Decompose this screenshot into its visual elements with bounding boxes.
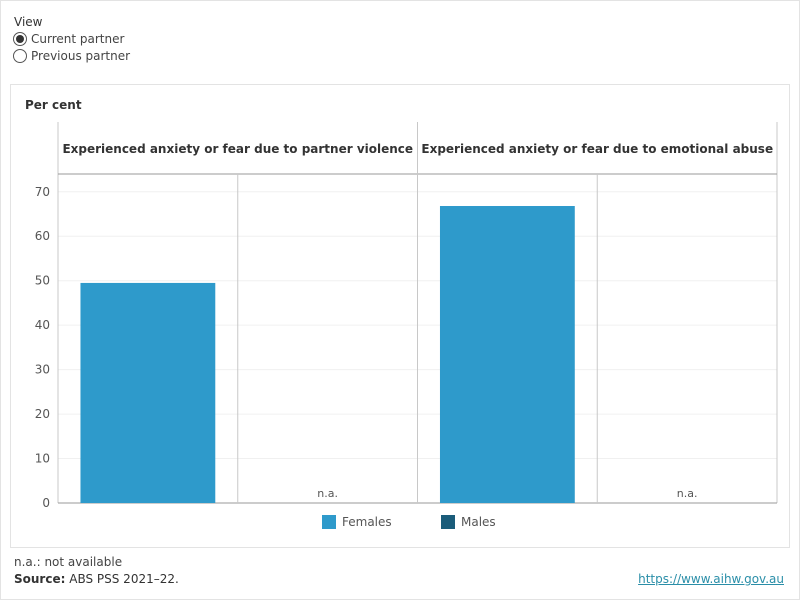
y-tick-label: 0 (42, 496, 50, 510)
radio-previous-partner[interactable]: Previous partner (13, 49, 130, 63)
panel-title: Experienced anxiety or fear due to partn… (62, 142, 413, 156)
legend-item-males[interactable]: Males (441, 515, 496, 529)
chart-container (10, 84, 790, 548)
radio-current-partner[interactable]: Current partner (13, 32, 124, 46)
legend-item-females[interactable]: Females (322, 515, 392, 529)
radio-selected-icon (13, 32, 27, 46)
y-tick-label: 50 (35, 274, 50, 288)
y-tick-label: 10 (35, 452, 50, 466)
legend-swatch-males (441, 515, 455, 529)
source-label: Source: (14, 572, 66, 586)
bar-females (439, 206, 575, 503)
legend-label-males: Males (461, 515, 496, 529)
na-label: n.a. (317, 487, 338, 500)
footnote: n.a.: not available (14, 555, 123, 569)
y-tick-label: 70 (35, 185, 50, 199)
y-tick-label: 20 (35, 407, 50, 421)
panel-title: Experienced anxiety or fear due to emoti… (421, 142, 773, 156)
radio-unselected-icon (13, 49, 27, 63)
y-axis-label: Per cent (25, 98, 82, 112)
bar-females (80, 282, 216, 503)
source-text: ABS PSS 2021–22. (69, 572, 179, 586)
source-note: Source: ABS PSS 2021–22. (14, 572, 179, 586)
view-label: View (14, 15, 43, 29)
aihw-link[interactable]: https://www.aihw.gov.au (638, 572, 784, 586)
y-tick-label: 40 (35, 318, 50, 332)
radio-label-previous-partner: Previous partner (31, 49, 131, 63)
legend-swatch-females (322, 515, 336, 529)
legend-label-females: Females (342, 515, 392, 529)
y-tick-label: 60 (35, 229, 50, 243)
y-tick-label: 30 (35, 363, 50, 377)
na-label: n.a. (677, 487, 698, 500)
radio-label-current-partner: Current partner (31, 32, 125, 46)
